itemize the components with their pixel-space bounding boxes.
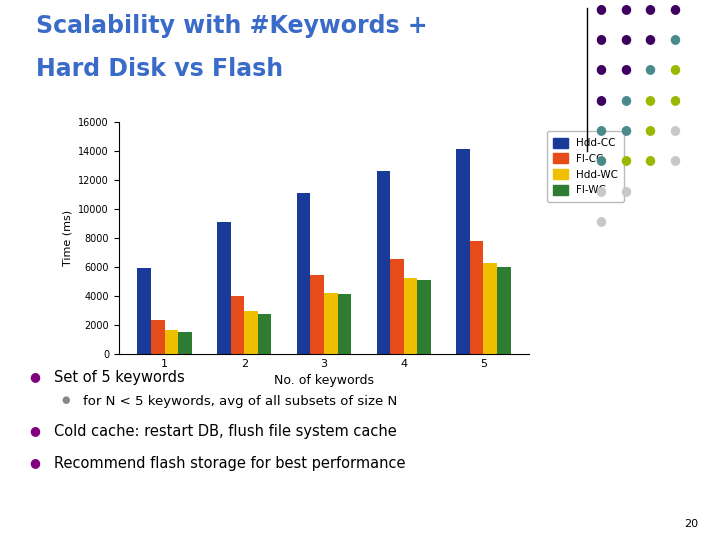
Bar	[404, 278, 418, 354]
Text: ●: ●	[644, 123, 656, 136]
Bar	[230, 296, 244, 354]
Bar	[483, 263, 497, 354]
Text: ●: ●	[669, 93, 680, 106]
Text: ●: ●	[595, 214, 607, 227]
Text: ●: ●	[620, 153, 631, 166]
Text: 20: 20	[684, 519, 698, 529]
Text: ●: ●	[29, 370, 40, 383]
Text: ●: ●	[620, 184, 631, 197]
Text: ●: ●	[644, 2, 656, 15]
Bar	[497, 267, 510, 354]
Bar	[390, 259, 404, 354]
Text: Scalability with #Keywords +: Scalability with #Keywords +	[36, 14, 428, 37]
Text: ●: ●	[595, 184, 607, 197]
Bar	[217, 222, 230, 354]
Text: Cold cache: restart DB, flush file system cache: Cold cache: restart DB, flush file syste…	[54, 424, 397, 439]
Text: ●: ●	[29, 424, 40, 437]
Bar	[338, 294, 351, 354]
Text: ●: ●	[595, 32, 607, 45]
Text: ●: ●	[644, 32, 656, 45]
Text: ●: ●	[669, 2, 680, 15]
Text: ●: ●	[644, 93, 656, 106]
Bar	[324, 293, 338, 354]
Bar	[456, 149, 470, 354]
Bar	[244, 311, 258, 354]
Text: ●: ●	[620, 2, 631, 15]
Text: ●: ●	[595, 93, 607, 106]
Text: Hard Disk vs Flash: Hard Disk vs Flash	[36, 57, 283, 80]
Text: ●: ●	[29, 456, 40, 469]
Text: Set of 5 keywords: Set of 5 keywords	[54, 370, 185, 385]
Text: ●: ●	[669, 123, 680, 136]
Bar	[178, 332, 192, 354]
Bar	[165, 330, 178, 354]
Text: for N < 5 keywords, avg of all subsets of size N: for N < 5 keywords, avg of all subsets o…	[83, 395, 397, 408]
Bar	[310, 275, 324, 354]
Bar	[418, 280, 431, 354]
Bar	[297, 193, 310, 354]
Text: ●: ●	[644, 153, 656, 166]
X-axis label: No. of keywords: No. of keywords	[274, 374, 374, 387]
Bar	[258, 314, 271, 354]
Text: ●: ●	[595, 123, 607, 136]
Text: ●: ●	[669, 153, 680, 166]
Text: ●: ●	[61, 395, 70, 406]
Text: ●: ●	[595, 62, 607, 76]
Bar	[377, 171, 390, 354]
Text: ●: ●	[595, 153, 607, 166]
Text: ●: ●	[644, 62, 656, 76]
Text: ●: ●	[620, 123, 631, 136]
Legend: Hdd-CC, Fl-CC, Hdd-WC, Fl-WC: Hdd-CC, Fl-CC, Hdd-WC, Fl-WC	[546, 131, 624, 201]
Bar	[470, 240, 483, 354]
Text: ●: ●	[669, 32, 680, 45]
Text: ●: ●	[620, 93, 631, 106]
Text: ●: ●	[669, 62, 680, 76]
Text: Recommend flash storage for best performance: Recommend flash storage for best perform…	[54, 456, 405, 471]
Y-axis label: Time (ms): Time (ms)	[63, 210, 73, 266]
Text: ●: ●	[620, 32, 631, 45]
Bar	[138, 268, 151, 354]
Text: ●: ●	[620, 62, 631, 76]
Text: ●: ●	[595, 2, 607, 15]
Bar	[151, 320, 165, 354]
